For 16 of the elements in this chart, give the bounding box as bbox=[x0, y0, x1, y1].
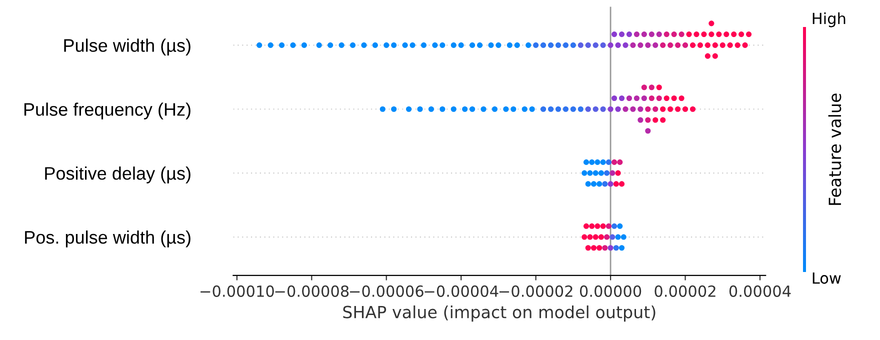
x-tick-label: −0.00010 bbox=[200, 285, 274, 297]
x-tick-label: −0.00002 bbox=[499, 285, 572, 297]
y-tick-label: Positive delay (µs) bbox=[45, 166, 190, 184]
x-tick-label: −0.00006 bbox=[350, 285, 424, 297]
x-tick-label: 0.00002 bbox=[654, 285, 716, 297]
x-tick-label: 0.00004 bbox=[729, 285, 791, 297]
x-axis-title: SHAP value (impact on model output) bbox=[343, 305, 656, 322]
y-tick-label: Pulse width (µs) bbox=[64, 38, 190, 56]
y-tick-label: Pulse frequency (Hz) bbox=[24, 102, 190, 120]
text: High bbox=[812, 12, 846, 28]
x-tick-label: −0.00008 bbox=[275, 285, 349, 297]
y-tick-label: Pos. pulse width (µs) bbox=[25, 230, 190, 248]
color-bar-title: Feature value bbox=[828, 94, 842, 205]
x-tick-label: 0.00000 bbox=[580, 285, 642, 297]
x-tick-label: −0.00004 bbox=[424, 285, 498, 297]
text: Low bbox=[812, 272, 841, 284]
